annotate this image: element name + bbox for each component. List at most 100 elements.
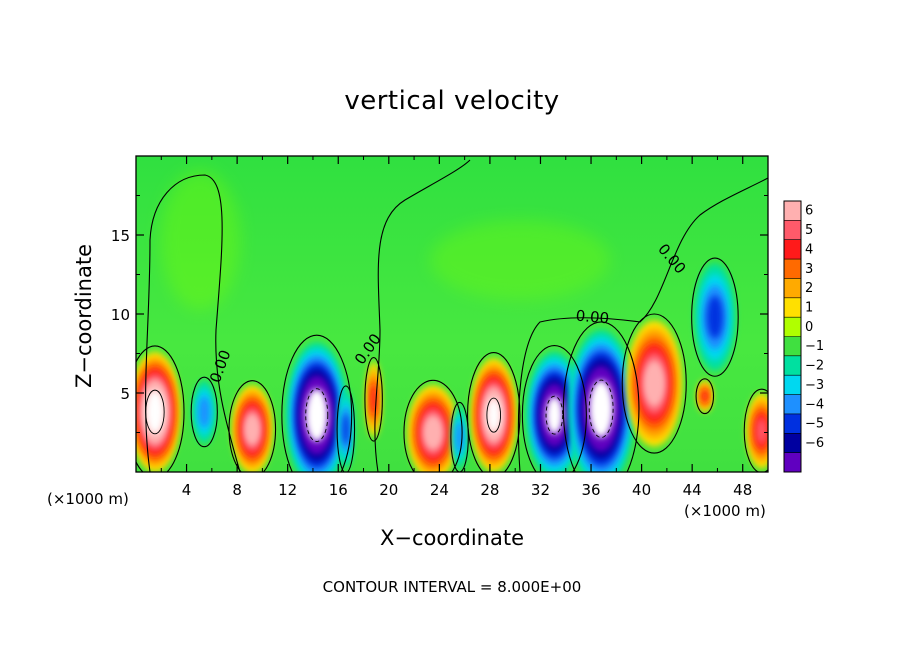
velocity-cell (626, 320, 683, 447)
velocity-cell (232, 385, 273, 472)
colorbar-swatch (784, 201, 801, 221)
upper-blob (160, 170, 240, 310)
x-tick-label: 20 (379, 481, 398, 499)
x-unit-label: (×1000 m) (684, 502, 766, 520)
colorbar-swatch (784, 317, 801, 337)
colorbar-swatch (784, 259, 801, 279)
velocity-cell (407, 385, 459, 472)
zero-contour (145, 174, 241, 472)
colorbar-label: 6 (805, 204, 813, 219)
zero-contour (190, 376, 218, 448)
x-axis-label: X−coordinate (380, 526, 524, 550)
interval-contour (588, 379, 614, 438)
colorbar: 6 5 4 3 2 1 0 −1 −2 −3 −4 −5 −6 (783, 200, 824, 473)
zero-contour (517, 177, 768, 472)
colorbar-swatch (784, 220, 801, 241)
velocity-band (486, 398, 501, 433)
interval-contour (305, 388, 329, 442)
z-tick-label: 10 (111, 306, 130, 324)
zero-contour (403, 379, 463, 472)
z-axis: 5 10 15 (111, 195, 768, 433)
zero-contour (562, 321, 640, 472)
colorbar-swatch (784, 375, 801, 396)
colorbar-swatch (784, 355, 801, 376)
z-tick-label: 5 (120, 385, 130, 403)
convective-cells (136, 263, 768, 472)
colorbar-swatch (784, 278, 801, 299)
velocity-band (647, 367, 662, 400)
velocity-band (706, 295, 724, 339)
colorbar-label: 3 (805, 262, 813, 277)
x-tick-label: 44 (683, 481, 702, 499)
x-tick-label: 24 (430, 481, 449, 499)
colorbar-label: 0 (805, 320, 813, 335)
velocity-band (426, 420, 440, 445)
colorbar-label: −5 (805, 417, 824, 432)
velocity-field (136, 156, 768, 472)
interval-contour (545, 395, 564, 435)
velocity-band (198, 396, 210, 428)
colorbar-label: −4 (805, 397, 824, 412)
colorbar-swatch (784, 394, 801, 415)
zero-contour (621, 313, 687, 454)
interval-contour (486, 397, 501, 433)
velocity-cell (136, 351, 181, 472)
z-tick-label: 15 (111, 227, 130, 245)
zero-contour (691, 257, 739, 377)
contour-interval-note: CONTOUR INTERVAL = 8.000E+00 (322, 578, 582, 596)
contour-lines (136, 159, 768, 472)
z-unit-label: (×1000 m) (47, 490, 129, 508)
zero-contour (136, 345, 185, 472)
colorbar-swatch (784, 239, 801, 260)
zero-contour (521, 345, 587, 472)
contour-label: 0.00 (575, 307, 610, 328)
velocity-band (247, 418, 258, 441)
zero-contour (695, 378, 715, 415)
x-tick-label: 4 (182, 481, 192, 499)
colorbar-label: −2 (805, 359, 824, 374)
zero-contour (374, 159, 471, 472)
velocity-band (589, 380, 614, 438)
chart-title: vertical velocity (344, 86, 560, 116)
x-tick-label: 12 (278, 481, 297, 499)
colorbar-label: −3 (805, 378, 824, 393)
colorbar-label: 4 (805, 242, 813, 257)
velocity-cell (366, 361, 382, 438)
colorbar-swatch (784, 452, 801, 473)
velocity-cell (568, 329, 635, 472)
colorbar-swatch (784, 413, 801, 434)
upper-blob (430, 220, 610, 300)
colorbar-label: −6 (805, 436, 824, 451)
velocity-band (546, 396, 563, 435)
x-tick-label: 32 (531, 481, 550, 499)
x-tick-label: 8 (232, 481, 242, 499)
x-tick-label: 28 (480, 481, 499, 499)
velocity-cell (697, 380, 713, 412)
velocity-band (305, 388, 328, 442)
x-tick-label: 16 (329, 481, 348, 499)
velocity-cell (452, 405, 468, 469)
zero-contour (281, 334, 353, 472)
colorbar-label: 1 (805, 301, 813, 316)
x-axis: 4 8 12 16 20 24 28 32 36 40 44 48 (160, 156, 752, 499)
x-tick-label: 36 (581, 481, 600, 499)
velocity-band (145, 390, 165, 434)
velocity-cell (746, 393, 768, 469)
zero-contour (228, 380, 277, 472)
colorbar-swatch (784, 336, 801, 357)
velocity-cell (286, 342, 348, 472)
colorbar-label: 2 (805, 281, 813, 296)
zero-contour (336, 385, 356, 472)
velocity-cell (470, 358, 517, 472)
colorbar-label: −1 (805, 339, 824, 354)
y-axis-label: Z−coordinate (72, 244, 96, 388)
zero-contour (467, 352, 521, 472)
x-tick-label: 40 (632, 481, 651, 499)
velocity-band (756, 418, 767, 444)
x-tick-label: 48 (733, 481, 752, 499)
velocity-band (701, 389, 708, 403)
velocity-cell (694, 263, 736, 371)
zero-contour (364, 357, 383, 442)
colorbar-swatch (784, 297, 801, 318)
